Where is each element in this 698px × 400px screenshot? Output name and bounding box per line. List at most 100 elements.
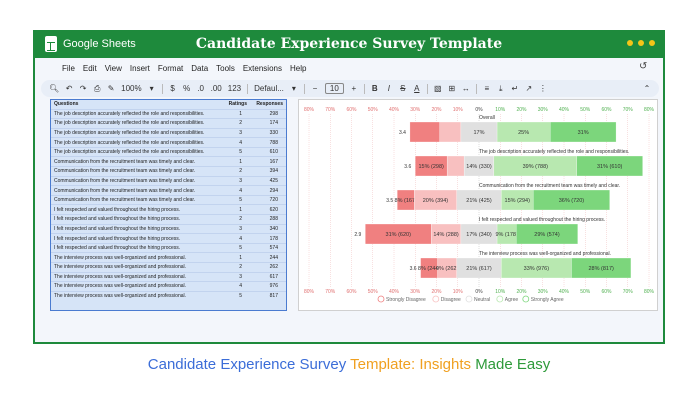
cell-responses[interactable]: 298 [249,108,286,119]
table-row[interactable]: Communication from the recruitment team … [51,185,286,196]
cell-rating[interactable]: 5 [223,194,250,205]
print-icon[interactable]: ⎙ [93,83,101,93]
font-select[interactable]: Defaul... [254,84,284,93]
font-size-input[interactable]: 10 [324,83,344,94]
merge-cells-icon[interactable]: ↔ [461,84,470,93]
number-format-button[interactable]: 123 [227,84,242,93]
cell-rating[interactable]: 5 [223,146,250,157]
cell-rating[interactable]: 2 [223,262,250,273]
table-row[interactable]: Communication from the recruitment team … [51,166,286,177]
valign-icon[interactable]: ⤓ [499,83,503,93]
rotate-icon[interactable]: ↗ [525,84,533,93]
wrap-icon[interactable]: ↵ [511,84,519,93]
table-row[interactable]: The job description accurately reflected… [51,108,286,119]
cell-question[interactable]: I felt respected and valued throughout t… [51,242,224,253]
cell-rating[interactable]: 1 [223,252,250,263]
cell-rating[interactable]: 4 [223,233,250,244]
menu-tools[interactable]: Tools [216,64,235,73]
text-color-icon[interactable]: A [414,84,420,93]
cell-responses[interactable]: 340 [249,223,286,234]
cell-responses[interactable]: 167 [249,156,286,167]
cell-question[interactable]: The job description accurately reflected… [51,137,224,148]
cell-question[interactable]: The job description accurately reflected… [51,146,224,157]
cell-question[interactable]: The interview process was well-organized… [51,290,224,301]
menu-file[interactable]: File [62,64,75,73]
fill-color-icon[interactable]: ▧ [434,84,442,93]
cell-rating[interactable]: 4 [223,281,250,292]
cell-question[interactable]: I felt respected and valued throughout t… [51,223,224,234]
cell-responses[interactable]: 244 [249,252,286,263]
cell-question[interactable]: I felt respected and valued throughout t… [51,214,224,225]
cell-responses[interactable]: 788 [249,137,286,148]
cell-question[interactable]: The interview process was well-organized… [51,262,224,273]
cell-question[interactable]: The interview process was well-organized… [51,271,224,282]
table-row[interactable]: I felt respected and valued throughout t… [51,214,286,225]
menu-extensions[interactable]: Extensions [242,64,282,73]
cell-responses[interactable]: 817 [249,290,286,301]
cell-responses[interactable]: 330 [249,127,286,138]
cell-rating[interactable]: 4 [223,137,250,148]
cell-responses[interactable]: 178 [249,233,286,244]
table-row[interactable]: The interview process was well-organized… [51,281,286,292]
bold-icon[interactable]: B [371,84,378,93]
window-dot-icon[interactable] [649,40,655,46]
cell-question[interactable]: Communication from the recruitment team … [51,156,224,167]
cell-question[interactable]: Communication from the recruitment team … [51,175,224,186]
table-row[interactable]: I felt respected and valued throughout t… [51,233,286,244]
cell-rating[interactable]: 3 [223,223,250,234]
cell-responses[interactable]: 720 [249,194,286,205]
zoom-select[interactable]: 100% [121,84,142,93]
cell-rating[interactable]: 1 [223,156,250,167]
cell-question[interactable]: The job description accurately reflected… [51,118,224,129]
table-row[interactable]: I felt respected and valued throughout t… [51,242,286,253]
cell-responses[interactable]: 174 [249,118,286,129]
cell-rating[interactable]: 2 [223,166,250,177]
cell-responses[interactable]: 262 [249,262,286,273]
cell-question[interactable]: The interview process was well-organized… [51,281,224,292]
cell-responses[interactable]: 620 [249,204,286,215]
redo-icon[interactable]: ↷ [79,84,87,93]
cell-question[interactable]: The job description accurately reflected… [51,108,224,119]
cell-rating[interactable]: 3 [223,271,250,282]
table-row[interactable]: Communication from the recruitment team … [51,194,286,205]
cell-question[interactable]: Communication from the recruitment team … [51,194,224,205]
cell-rating[interactable]: 1 [223,108,250,119]
cell-responses[interactable]: 574 [249,242,286,253]
cell-responses[interactable]: 294 [249,185,286,196]
cell-question[interactable]: I felt respected and valued throughout t… [51,233,224,244]
cell-responses[interactable]: 288 [249,214,286,225]
cell-responses[interactable]: 976 [249,281,286,292]
cell-rating[interactable]: 3 [223,175,250,186]
table-row[interactable]: The job description accurately reflected… [51,137,286,148]
align-icon[interactable]: ≡ [484,84,490,93]
table-row[interactable]: Communication from the recruitment team … [51,175,286,186]
more-icon[interactable]: ⋮ [538,84,547,93]
table-row[interactable]: The job description accurately reflected… [51,118,286,129]
cell-rating[interactable]: 2 [223,118,250,129]
table-row[interactable]: I felt respected and valued throughout t… [51,223,286,234]
borders-icon[interactable]: ⊞ [448,84,456,93]
cell-rating[interactable]: 1 [223,204,250,215]
cell-question[interactable]: Communication from the recruitment team … [51,166,224,177]
table-row[interactable]: Communication from the recruitment team … [51,156,286,167]
table-row[interactable]: The interview process was well-organized… [51,252,286,263]
undo-icon[interactable]: ↶ [65,84,73,93]
menu-data[interactable]: Data [191,64,209,73]
table-row[interactable]: I felt respected and valued throughout t… [51,204,286,215]
cell-question[interactable]: Communication from the recruitment team … [51,185,224,196]
search-icon[interactable]: 🔍︎ [49,84,60,93]
cell-question[interactable]: The job description accurately reflected… [51,127,224,138]
history-icon[interactable]: ↺ [639,61,648,72]
paint-format-icon[interactable]: ✎ [107,84,115,93]
cell-rating[interactable]: 3 [223,127,250,138]
cell-responses[interactable]: 617 [249,271,286,282]
window-dot-icon[interactable] [627,40,633,46]
collapse-chevron-icon[interactable]: ⌃ [643,84,651,93]
menu-format[interactable]: Format [157,64,184,73]
menu-edit[interactable]: Edit [82,64,97,73]
menu-view[interactable]: View [104,64,122,73]
cell-question[interactable]: The interview process was well-organized… [51,252,224,263]
percent-button[interactable]: % [183,84,191,93]
table-row[interactable]: The job description accurately reflected… [51,127,286,138]
cell-rating[interactable]: 5 [223,290,250,301]
